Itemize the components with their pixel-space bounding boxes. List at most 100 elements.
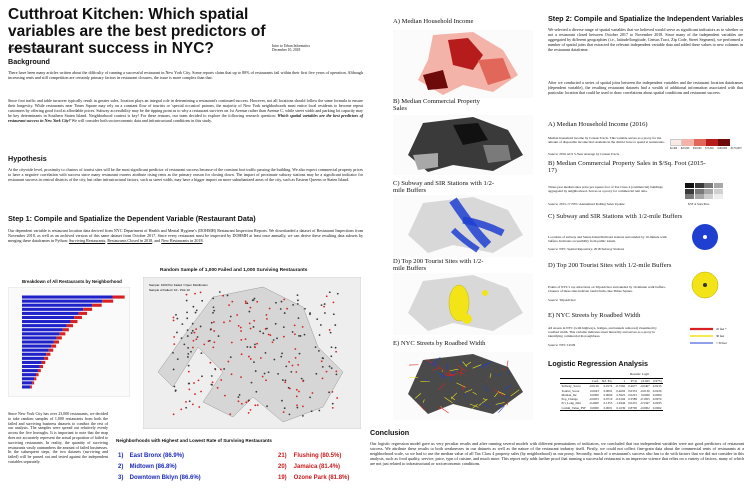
sample-dot [240,402,243,405]
sample-dot [238,394,241,396]
street-line [498,374,502,377]
street-line [472,403,478,409]
sample-dot [334,324,337,326]
sample-dot [303,333,306,336]
regression-cell: 0.6353 [628,388,637,393]
sample-dot [282,335,285,338]
sample-dot [213,341,216,344]
sample-dot [265,313,268,316]
sample-dot [175,313,177,316]
bar-series0-18 [22,369,38,373]
sample-dot [248,322,251,325]
street-line [414,393,422,399]
sample-dot [199,291,202,294]
bar-series0-15 [22,356,45,360]
sample-dot [288,413,291,416]
bar-series1-21 [32,381,35,385]
sample-dot [325,370,328,373]
sample-dot [187,352,190,355]
bar-series1-0 [112,295,125,299]
property-legend-label: $/SF of Sales Price [688,203,710,206]
step2-p2: After we conducted a series of spatial j… [548,80,743,95]
link-new[interactable]: New Restaurants in 2018 [161,238,203,243]
sample-dot [283,407,286,410]
sample-dot [254,346,256,349]
map-a-income [393,30,533,98]
sample-dot [298,352,301,355]
sample-dot [318,409,321,412]
bar-series1-4 [78,311,88,315]
sample-dot [296,294,299,296]
regression-cell: 0.0000 [590,392,599,397]
sample-dot [277,372,279,375]
sample-dot [200,352,203,354]
sample-dot [201,299,204,302]
sample-dot [318,334,321,336]
sample-dot [213,321,215,323]
bottom-neighborhood-1: 21) Flushing (80.5%) [278,453,342,459]
regression-cell: 0.0000 [652,392,662,397]
sample-dot [302,405,304,408]
sample-dot [236,314,239,316]
sample-dot [185,400,187,403]
course-date: December 10, 2018 [272,48,301,53]
background-p2-tail: We will consider both socioeconomic data… [71,118,212,123]
street-line [478,363,488,368]
regression-cell: Median_Inc [561,392,577,397]
var-b-source: Source: 2015-17 NYC Annualized Rolling S… [548,202,625,206]
street-line [457,365,466,372]
sample-dot [256,342,259,345]
sample-dot [328,291,331,294]
street-line [438,407,443,410]
step2-p1: We selected a diverse range of spatial v… [548,27,743,52]
regression-cell: -0.0136 [639,388,650,393]
sample-dot [213,309,216,312]
sample-dot [281,399,283,402]
link-closed[interactable]: Restaurants Closed in 2018 [107,238,153,243]
sample-dot [254,343,256,346]
sample-dot [266,318,268,320]
sample-dot [259,330,261,333]
street-line [494,392,499,398]
sample-dot [291,331,294,333]
sample-dot [304,307,306,310]
sample-dot [284,379,287,382]
regression-cell: Subway_Score [561,384,581,389]
regression-cell: 0.0043 [590,388,599,393]
regression-heading: Logistic Regression Analysis [548,359,648,368]
sample-dot [229,413,232,416]
sample-dot [172,316,175,319]
sample-dot [330,367,333,370]
sample-dot [244,338,247,341]
sample-map-dots [172,291,339,417]
sample-dot [185,406,188,409]
sample-dot [186,317,189,320]
bar-series1-10 [56,336,62,340]
street-line [498,405,505,413]
sample-dot [282,411,285,414]
bar-series1-16 [41,360,46,364]
sample-dot [246,346,249,348]
map-c-title: C) Subway and SIR Stations with 1/2-mile… [393,180,495,195]
regression-cell: -0.7262 [615,384,626,389]
sample-dot [335,370,338,373]
link-surviving[interactable]: Surviving Restaurants [68,238,106,243]
step1-p1-text: Our dependent variable is restaurant loc… [8,228,363,243]
sample-dot [186,335,189,337]
sample-dot [300,377,303,380]
street-width-legend: 45 feet + 30 feet < 30 feet [690,327,727,345]
sample-dot [212,306,215,309]
sample-dot [231,300,234,303]
regression-cell: -0.1955 [639,397,650,402]
sample-dot [280,355,283,358]
map-d-tourist [393,273,533,335]
sample-dot [331,406,334,409]
var-c-source: Source: NYC Spatial Repository, 2018 Sub… [548,247,625,251]
sample-dot [294,357,297,359]
sample-dot [268,307,271,310]
authors: Supriya Bhola • Tim O'Grady [8,47,51,51]
street-line [489,373,492,378]
regression-cell: 0.1355 [603,401,613,406]
sample-dot [272,339,275,341]
street-line [465,361,472,367]
